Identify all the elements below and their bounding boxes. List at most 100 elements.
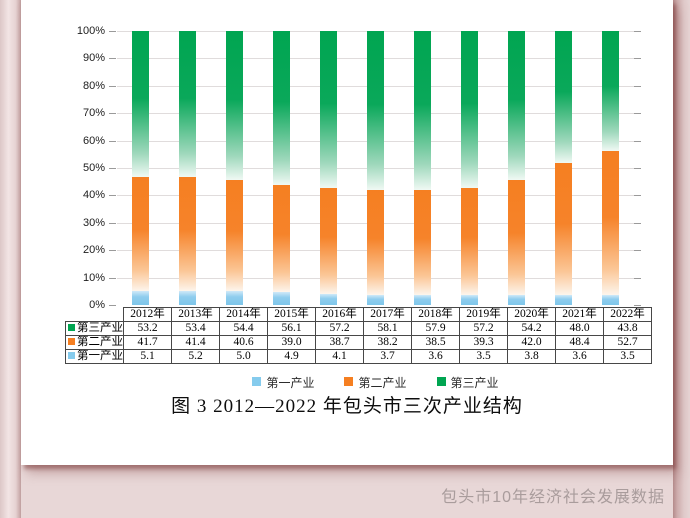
chart-panel: 2012年 2013年 2014年 2015年 2016年 2017年 2018年 2019年… xyxy=(21,0,673,465)
table-header-row: 2012年 2013年 2014年 2015年 2016年 2017年 2018年 2019年… xyxy=(65,307,652,322)
table-value-cell: 53.4 xyxy=(171,321,220,336)
table-value-cell: 54.4 xyxy=(219,321,268,336)
y-axis-tick-right xyxy=(634,31,641,32)
y-axis-tick-left xyxy=(109,168,116,169)
y-axis-tick-right xyxy=(634,305,641,306)
bar-segment-第二产业 xyxy=(602,151,619,296)
bar-segment-第三产业 xyxy=(414,31,431,190)
y-axis-tick-right xyxy=(634,195,641,197)
y-axis-tick-left xyxy=(109,195,116,197)
watermark-caption: 包头市10年经济社会发展数据 xyxy=(441,489,665,506)
y-axis-tick-right xyxy=(634,85,641,87)
table-corner-cell xyxy=(65,307,124,322)
table-row: 第三产业 53.2 53.4 54.4 56.1 57.2 58.1 57.9 57.2 54.2… xyxy=(65,321,652,336)
legend-label: 第三产业 xyxy=(450,376,499,390)
table-value-cell: 39.3 xyxy=(459,335,508,350)
y-axis-tick-label: 0% xyxy=(89,299,105,311)
y-axis-tick-label: 50% xyxy=(82,162,105,174)
table-value-cell: 52.7 xyxy=(603,335,652,350)
table-row-header: 第一产业 xyxy=(65,349,124,364)
bar-segment-第三产业 xyxy=(179,31,196,178)
第二产业-swatch-icon xyxy=(68,337,75,345)
stacked-bar-2013年 xyxy=(179,31,196,305)
bar-segment-第一产业 xyxy=(320,293,337,305)
legend-item-第一产业: 第一产业 xyxy=(252,374,314,391)
y-axis-tick-label: 80% xyxy=(82,79,105,92)
bar-segment-第一产业 xyxy=(179,290,196,305)
y-axis-tick-left xyxy=(109,277,116,279)
bar-segment-第三产业 xyxy=(367,31,384,191)
legend-item-第二产业: 第二产业 xyxy=(344,374,407,391)
stacked-bar-2014年 xyxy=(226,31,243,305)
第二产业-legend-swatch-icon xyxy=(344,377,354,386)
bar-segment-第三产业 xyxy=(555,31,572,163)
table-value-cell: 57.2 xyxy=(459,321,508,336)
bar-segment-第二产业 xyxy=(179,177,196,291)
chart-data-table: 2012年 2013年 2014年 2015年 2016年 2017年 2018年 2019年… xyxy=(65,307,652,364)
y-axis-tick-right xyxy=(634,168,641,169)
stacked-bar-2016年 xyxy=(320,31,337,305)
table-value-cell: 5.0 xyxy=(219,349,268,364)
table-value-cell: 3.5 xyxy=(459,349,508,364)
table-value-cell: 5.2 xyxy=(171,349,220,364)
bar-segment-第一产业 xyxy=(367,294,384,305)
bar-segment-第二产业 xyxy=(320,187,337,294)
bar-segment-第二产业 xyxy=(555,162,572,296)
chart-data-table-wrap: 2012年 2013年 2014年 2015年 2016年 2017年 2018年 2019年… xyxy=(65,307,652,364)
table-row-header: 第三产业 xyxy=(65,321,124,336)
y-axis-tick-right xyxy=(634,250,641,252)
table-value-cell: 53.2 xyxy=(123,321,172,336)
table-value-cell: 54.2 xyxy=(507,321,556,336)
y-axis-tick-label: 20% xyxy=(82,244,105,257)
table-row: 第二产业 41.7 41.4 40.6 39.0 38.7 38.2 38.5 39.3 42.0… xyxy=(65,335,652,350)
bar-segment-第一产业 xyxy=(414,295,431,305)
table-value-cell: 58.1 xyxy=(363,321,412,336)
bar-segment-第一产业 xyxy=(508,294,525,305)
bar-segment-第三产业 xyxy=(461,31,478,188)
y-axis-tick-left xyxy=(109,305,116,306)
figure-title: 图 3 2012—2022 年包头市三次产业结构 xyxy=(171,396,523,417)
table-value-cell: 48.0 xyxy=(555,321,604,336)
bar-segment-第二产业 xyxy=(508,179,525,295)
y-axis-tick-right xyxy=(634,58,641,60)
bar-segment-第二产业 xyxy=(132,176,149,292)
y-axis-tick-left xyxy=(109,85,116,87)
table-value-cell: 57.2 xyxy=(315,321,364,336)
right-pink-border-strip xyxy=(673,0,690,518)
table-value-cell: 39.0 xyxy=(267,335,316,350)
stacked-bar-2012年 xyxy=(132,31,149,305)
table-value-cell: 3.6 xyxy=(555,349,604,364)
y-axis-tick-label: 90% xyxy=(82,52,105,65)
legend-label: 第一产业 xyxy=(266,376,315,390)
table-value-cell: 5.1 xyxy=(123,349,172,364)
bar-segment-第三产业 xyxy=(508,31,525,180)
bar-segment-第三产业 xyxy=(320,31,337,188)
第三产业-legend-swatch-icon xyxy=(436,377,446,386)
table-value-cell: 38.2 xyxy=(363,335,412,350)
y-axis-tick-label: 60% xyxy=(82,134,105,147)
table-value-cell: 38.5 xyxy=(411,335,460,350)
table-value-cell: 57.9 xyxy=(411,321,460,336)
table-value-cell: 4.9 xyxy=(267,349,316,364)
stacked-bar-2018年 xyxy=(414,31,431,305)
table-value-cell: 40.6 xyxy=(219,335,268,350)
table-year-header: 2018年 xyxy=(411,307,460,322)
table-value-cell: 43.8 xyxy=(603,321,652,336)
y-axis-tick-right xyxy=(634,222,641,224)
bar-segment-第一产业 xyxy=(555,295,572,305)
table-year-header: 2012年 xyxy=(123,307,172,322)
stacked-bar-2022年 xyxy=(602,31,619,305)
y-axis-tick-label: 70% xyxy=(82,107,105,120)
stacked-bar-2017年 xyxy=(367,31,384,305)
bar-segment-第二产业 xyxy=(273,184,290,292)
chart-legend: 第一产业 第二产业 第三产业 xyxy=(117,374,634,391)
table-value-cell: 42.0 xyxy=(507,335,556,350)
y-axis-tick-right xyxy=(634,277,641,279)
legend-item-第三产业: 第三产业 xyxy=(436,374,499,391)
table-year-header: 2022年 xyxy=(603,307,652,322)
bar-segment-第三产业 xyxy=(226,31,243,181)
y-axis-tick-left xyxy=(109,250,116,252)
y-axis-tick-label: 30% xyxy=(82,216,105,229)
bar-segment-第一产业 xyxy=(132,291,149,305)
